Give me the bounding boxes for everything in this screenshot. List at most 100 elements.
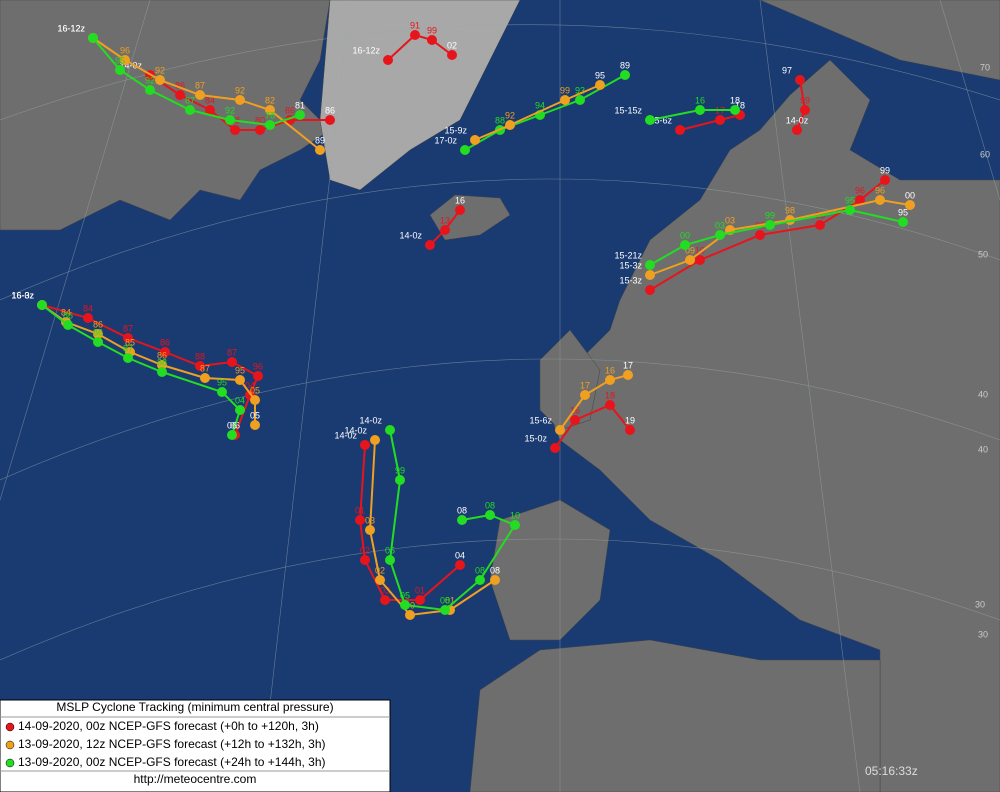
track-point (385, 425, 395, 435)
track-point (405, 610, 415, 620)
track-line (387, 33, 453, 61)
track-label: 02 (375, 565, 385, 575)
track-label: 95 (595, 70, 605, 80)
track-label: 78 (265, 110, 275, 120)
track-point (195, 90, 205, 100)
legend-item: 14-09-2020, 00z NCEP-GFS forecast (+0h t… (18, 719, 319, 733)
track-label: 84 (83, 303, 93, 313)
track-label: 08 (440, 595, 450, 605)
track-label: 16-3z (11, 290, 34, 300)
track-line (649, 179, 886, 291)
track-point (623, 370, 633, 380)
track-label: 84 (61, 307, 71, 317)
track-point (235, 405, 245, 415)
track-point (645, 285, 655, 295)
track-label: 86 (93, 327, 103, 337)
graticule-label: 70 (980, 62, 990, 72)
track-point (560, 95, 570, 105)
track-point (205, 105, 215, 115)
track-label: 86 (175, 80, 185, 90)
track-point (265, 105, 275, 115)
track-label: 19 (625, 415, 635, 425)
track-label: 84 (205, 95, 215, 105)
track-label: 14-0z (786, 115, 809, 125)
track-label: 17 (580, 380, 590, 390)
track-label: 04 (245, 380, 255, 390)
legend: MSLP Cyclone Tracking (minimum central p… (0, 699, 391, 792)
track-line (368, 439, 496, 617)
track-point (155, 75, 165, 85)
track-point (680, 240, 690, 250)
track-label: 16-12z (57, 23, 85, 33)
timestamp: 05:16:33z (865, 764, 918, 778)
graticule-label: 60 (980, 149, 990, 159)
track-point (440, 605, 450, 615)
track-point (315, 145, 325, 155)
track-label: 96 (875, 185, 885, 195)
track-label: 04 (455, 550, 465, 560)
track-label: 87 (227, 347, 237, 357)
track-label: 16-0z (11, 290, 34, 300)
track-point (145, 85, 155, 95)
track-label: 06 (227, 420, 237, 430)
track-label: 96 (253, 361, 263, 371)
track-point (93, 329, 103, 339)
track-label: 92 (505, 110, 515, 120)
track-point (250, 420, 260, 430)
track-point (455, 560, 465, 570)
track-point (815, 220, 825, 230)
track-point (200, 373, 210, 383)
track-point (225, 115, 235, 125)
legend-dot (5, 740, 15, 750)
track-label: 04 (235, 395, 245, 405)
graticule-label: 30 (975, 599, 985, 609)
track-point (800, 105, 810, 115)
track-label: 03 (725, 215, 735, 225)
track-label: 92 (235, 85, 245, 95)
track-point (510, 520, 520, 530)
track-label: 95 (898, 207, 908, 217)
track-label: 00 (905, 190, 915, 200)
track-label: 80 (255, 115, 265, 125)
track-label: 86 (93, 319, 103, 329)
track-point (250, 395, 260, 405)
track-label: 15-6z (529, 415, 552, 425)
track-point (325, 115, 335, 125)
track-label: 15-21z (614, 250, 642, 260)
track-point (765, 220, 775, 230)
track-point (620, 70, 630, 80)
track-line (649, 198, 911, 276)
track-point (645, 115, 655, 125)
track-point (227, 430, 237, 440)
track-point (360, 555, 370, 565)
track-label: 95 (217, 377, 227, 387)
track-point (625, 425, 635, 435)
track-point (385, 555, 395, 565)
track-line (554, 403, 631, 449)
track-point (795, 75, 805, 85)
legend-box (0, 699, 391, 792)
track-point (383, 55, 393, 65)
track-point (470, 135, 480, 145)
track-label: 08 (485, 500, 495, 510)
track-label: 15-3z (619, 260, 642, 270)
legend-dot (5, 722, 15, 732)
track-label: 86 (325, 105, 335, 115)
track-point (230, 125, 240, 135)
track-point (185, 105, 195, 115)
track-line (649, 208, 904, 266)
track-label: 99 (395, 465, 405, 475)
track-label: 15-6z (649, 115, 672, 125)
track-label: 16 (605, 365, 615, 375)
track-point (875, 195, 885, 205)
track-point (845, 205, 855, 215)
legend-items: 14-09-2020, 00z NCEP-GFS forecast (+0h t… (5, 719, 326, 769)
track-label: 88 (195, 351, 205, 361)
track-label: 08 (475, 565, 485, 575)
track-label: 96 (120, 45, 130, 55)
legend-url: http://meteocentre.com (134, 772, 257, 786)
track-label: 98 (785, 205, 795, 215)
track-label: 01 (445, 595, 455, 605)
track-label: 08 (490, 565, 500, 575)
